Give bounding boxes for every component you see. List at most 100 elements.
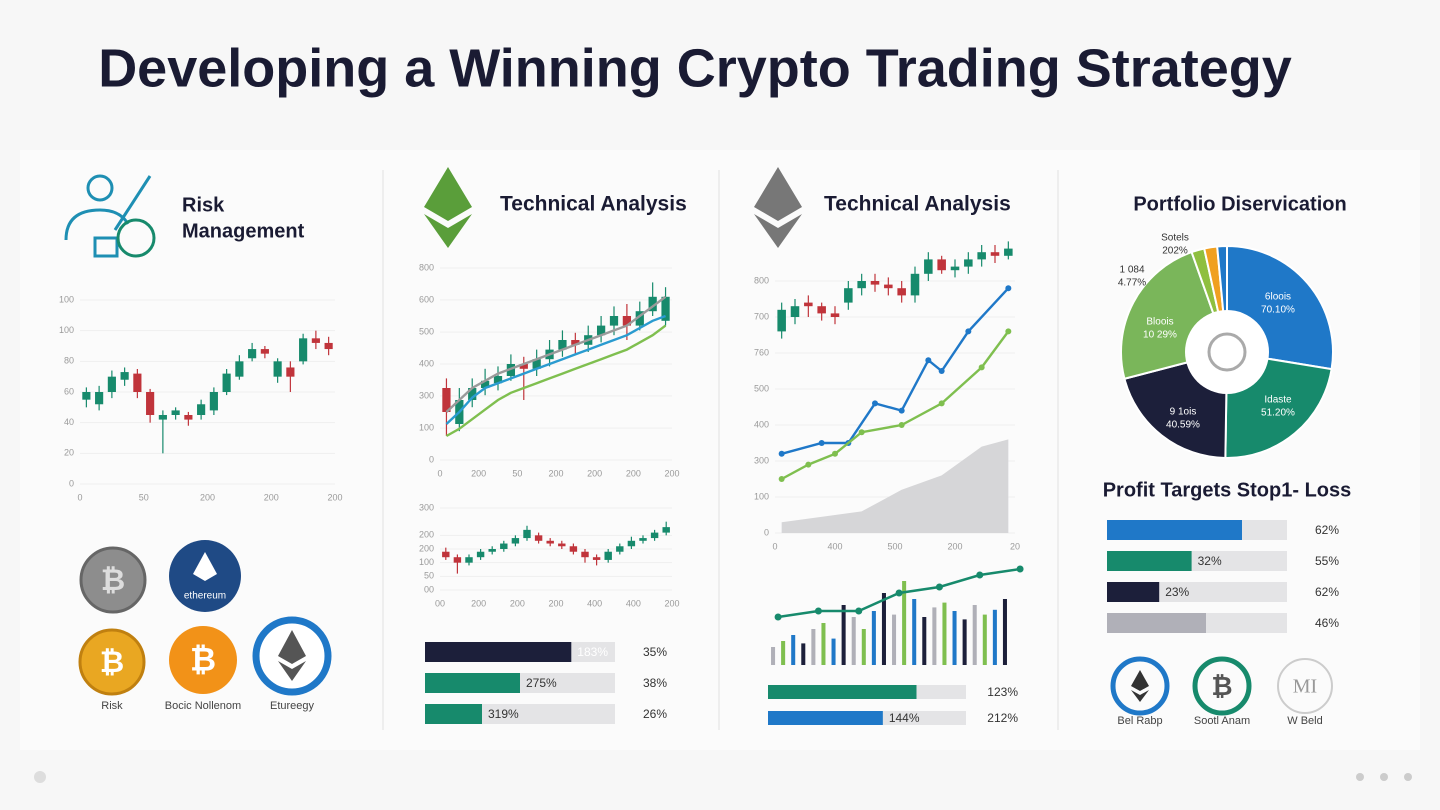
dot <box>1404 773 1412 781</box>
heading: Portfolio Diservication <box>1133 193 1346 215</box>
candle-body <box>884 284 893 289</box>
eth-symbol <box>193 552 217 581</box>
point <box>814 607 822 615</box>
candle-body <box>616 546 624 552</box>
bar-end-label: 35% <box>643 645 667 659</box>
area <box>781 439 1009 533</box>
bar-label: 23% <box>1165 585 1189 599</box>
bar <box>892 614 897 665</box>
candle-body <box>977 252 986 260</box>
point <box>872 400 878 407</box>
pie-label: Sotels <box>1161 233 1189 244</box>
y-tick-label: 0 <box>764 527 769 537</box>
heading: Profit Targets Stop1- Loss <box>1103 479 1352 501</box>
bar-end-label: 212% <box>987 711 1018 725</box>
bar <box>922 617 927 665</box>
x-tick-label: 200 <box>264 492 279 502</box>
bar <box>982 614 987 665</box>
y-tick-label: 100 <box>419 422 434 432</box>
candle-body <box>558 543 566 547</box>
candle-body <box>523 529 531 539</box>
risk-icon <box>64 174 156 258</box>
x-tick-label: 200 <box>664 468 679 478</box>
y-tick-label: 60 <box>64 386 74 396</box>
y-tick-label: 300 <box>419 390 434 400</box>
x-tick-label: 200 <box>626 468 641 478</box>
line <box>781 330 1010 481</box>
coin <box>78 628 146 696</box>
pie-label: 6loois <box>1265 292 1291 303</box>
candle-body <box>924 259 933 274</box>
bar <box>952 611 957 665</box>
y-tick-label: 300 <box>754 455 769 465</box>
y-tick-label: 600 <box>419 294 434 304</box>
bar <box>932 607 937 665</box>
y-tick-label: 100 <box>419 557 434 567</box>
bar-end-label: 62% <box>1315 585 1339 599</box>
x-tick-label: 50 <box>512 468 522 478</box>
x-tick-label: 20 <box>1010 541 1020 551</box>
pie-label: 70.10% <box>1261 305 1295 316</box>
candle-body <box>844 288 853 303</box>
point <box>938 400 945 407</box>
bar-label: 275% <box>526 676 557 690</box>
bar <box>912 599 917 665</box>
bar <box>861 629 866 665</box>
coin-label: Risk <box>101 700 123 712</box>
bar <box>821 623 826 665</box>
bar <box>942 602 947 665</box>
candle-body <box>171 410 180 415</box>
x-tick-label: 200 <box>947 541 962 551</box>
candle-body <box>324 342 333 350</box>
bar <box>831 638 836 665</box>
candle-body <box>107 376 116 392</box>
candle-body <box>311 338 320 343</box>
candle-body <box>260 349 269 354</box>
pie-label: 51.20% <box>1261 408 1295 419</box>
icon-text: MI <box>1293 676 1317 698</box>
x-tick-label: 200 <box>510 598 525 608</box>
eth-icon <box>754 167 802 248</box>
point <box>818 440 825 446</box>
x-tick-label: 400 <box>626 598 641 608</box>
candle-body <box>133 373 142 392</box>
heading: Technical Analysis <box>824 193 1011 216</box>
candle-body <box>468 388 477 400</box>
candle-body <box>817 306 826 314</box>
point <box>935 583 943 591</box>
bar <box>425 673 520 693</box>
candle-body <box>622 316 632 326</box>
x-tick-label: 0 <box>77 492 82 502</box>
icon <box>1110 656 1170 716</box>
candle-body <box>571 340 580 345</box>
bar-end-label: 55% <box>1315 554 1339 568</box>
y-tick-label: 800 <box>419 262 434 272</box>
candle-body <box>581 551 589 558</box>
bar <box>972 605 977 665</box>
x-tick-label: 400 <box>827 541 842 551</box>
pie-label: 9 1ois <box>1170 407 1197 418</box>
point <box>774 613 782 621</box>
pie-hole <box>1185 310 1269 394</box>
pie-label: 10 29% <box>1143 330 1177 341</box>
bar <box>781 641 786 665</box>
candle-body <box>493 376 503 384</box>
candle-body <box>222 373 231 392</box>
title: Developing a Winning Crypto Trading Stra… <box>98 38 1292 98</box>
pie-label: 40.59% <box>1166 420 1200 431</box>
coin-symbol: ₿ <box>190 641 216 677</box>
y-tick-label: 100 <box>754 491 769 501</box>
line <box>445 324 667 438</box>
bar <box>801 643 806 665</box>
x-tick-label: 400 <box>587 598 602 608</box>
candle-body <box>120 372 129 380</box>
bar <box>992 609 997 665</box>
bar <box>425 704 482 724</box>
eth-symbol <box>278 630 306 681</box>
y-tick-label: 40 <box>64 417 74 427</box>
point <box>965 328 972 335</box>
candle-body <box>910 273 920 296</box>
bar <box>871 611 876 665</box>
bar <box>768 685 917 699</box>
